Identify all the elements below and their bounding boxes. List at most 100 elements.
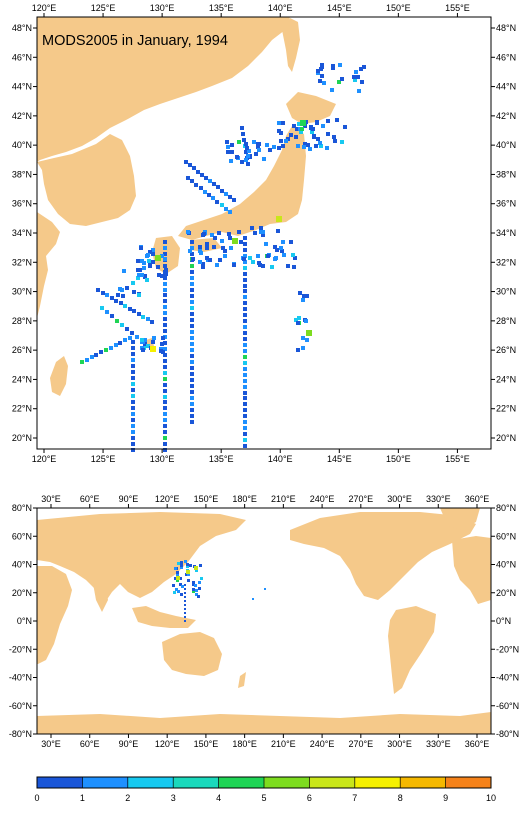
top-map-x-tick-label-bottom: 155°E — [445, 454, 470, 464]
obs-cell — [243, 248, 247, 252]
obs-cell — [318, 79, 322, 83]
obs-cell — [253, 231, 257, 235]
obs-cell — [298, 291, 302, 295]
bottom-map-x-tick-label-top: 240°E — [310, 494, 335, 504]
obs-cell — [194, 183, 198, 187]
top-map-x-tick-label-bottom: 120°E — [32, 454, 57, 464]
bottom-map-y-tick-label-left: 0°N — [17, 616, 32, 626]
top-map-y-tick-label-right: 24°N — [496, 374, 516, 384]
obs-cell — [114, 343, 118, 347]
obs-cell — [353, 78, 357, 82]
obs-cell — [245, 146, 249, 150]
obs-cell — [192, 583, 195, 586]
obs-cell — [235, 155, 239, 159]
obs-cell — [252, 140, 256, 144]
obs-cell — [228, 236, 232, 240]
obs-cell — [184, 604, 186, 606]
obs-cell — [143, 275, 147, 279]
top-map-land-china — [37, 212, 60, 318]
obs-cell — [164, 268, 168, 272]
obs-cell — [223, 249, 227, 253]
colorbar-segment — [264, 777, 310, 788]
obs-cell — [224, 192, 228, 196]
bottom-map-y-tick-label-left: 60°N — [12, 531, 32, 541]
bottom-map-y-tick-label-right: 20°N — [496, 588, 516, 598]
obs-hotspot — [155, 255, 161, 261]
obs-cell — [96, 288, 100, 292]
obs-cell — [163, 329, 167, 333]
obs-cell — [326, 119, 330, 123]
obs-cell — [131, 424, 135, 428]
obs-cell — [163, 436, 167, 440]
obs-cell — [184, 560, 187, 563]
obs-cell — [190, 294, 194, 298]
obs-cell — [131, 281, 135, 285]
obs-cell — [294, 135, 298, 139]
top-map-y-tick-label-left: 44°N — [12, 82, 32, 92]
obs-cell — [157, 273, 161, 277]
bottom-map-x-tick-label-bottom: 360°E — [465, 739, 490, 749]
obs-cell — [343, 125, 347, 129]
obs-cell — [131, 364, 135, 368]
top-map-land-taiwan — [50, 356, 68, 396]
bottom-map-x-tick-label-top: 330°E — [426, 494, 451, 504]
obs-cell — [276, 229, 280, 233]
obs-cell — [335, 118, 339, 122]
obs-cell — [226, 150, 230, 154]
obs-cell — [141, 315, 145, 319]
obs-cell — [190, 179, 194, 183]
obs-cell — [243, 349, 247, 353]
top-map-y-tick-label-right: 32°N — [496, 257, 516, 267]
obs-cell — [146, 317, 150, 321]
obs-cell — [243, 426, 247, 430]
colorbar-segment — [354, 777, 401, 788]
obs-cell — [173, 591, 176, 594]
obs-cell — [200, 173, 204, 177]
obs-cell — [174, 577, 177, 580]
obs-cell — [163, 341, 167, 345]
obs-cell — [338, 63, 342, 67]
bottom-map-x-tick-label-bottom: 330°E — [426, 739, 451, 749]
top-map-y-tick-label-right: 26°N — [496, 345, 516, 355]
bottom-map-x-tick-label-bottom: 150°E — [194, 739, 219, 749]
obs-cell — [243, 391, 247, 395]
obs-cell — [190, 360, 194, 364]
obs-cell — [131, 406, 135, 410]
obs-cell — [116, 293, 120, 297]
obs-cell — [190, 288, 194, 292]
obs-cell — [310, 130, 314, 134]
bottom-map-y-tick-label-left: 20°N — [12, 588, 32, 598]
obs-cell — [239, 240, 243, 244]
obs-cell — [243, 379, 247, 383]
obs-cell — [176, 579, 179, 582]
obs-cell — [256, 145, 260, 149]
obs-cell — [105, 310, 109, 314]
obs-cell — [243, 284, 247, 288]
obs-cell — [227, 232, 231, 236]
bottom-map-land-australia — [162, 632, 222, 676]
obs-cell — [130, 331, 134, 335]
obs-cell — [172, 584, 175, 587]
obs-cell — [315, 121, 319, 125]
obs-cell — [330, 88, 334, 92]
obs-cell — [340, 77, 344, 81]
obs-cell — [163, 412, 167, 416]
obs-cell — [332, 135, 336, 139]
obs-cell — [137, 312, 141, 316]
obs-cell — [243, 272, 247, 276]
obs-cell — [190, 330, 194, 334]
obs-cell — [320, 74, 324, 78]
obs-cell — [94, 353, 98, 357]
obs-cell — [184, 612, 186, 614]
obs-cell — [301, 336, 305, 340]
obs-cell — [184, 596, 186, 598]
bottom-map-x-tick-label-top: 180°E — [232, 494, 257, 504]
top-map-x-tick-label-top: 150°E — [386, 3, 411, 13]
obs-cell — [246, 154, 250, 158]
obs-cell — [210, 233, 214, 237]
obs-cell — [181, 585, 184, 588]
obs-cell — [132, 290, 136, 294]
obs-cell — [115, 319, 119, 323]
obs-cell — [163, 389, 167, 393]
